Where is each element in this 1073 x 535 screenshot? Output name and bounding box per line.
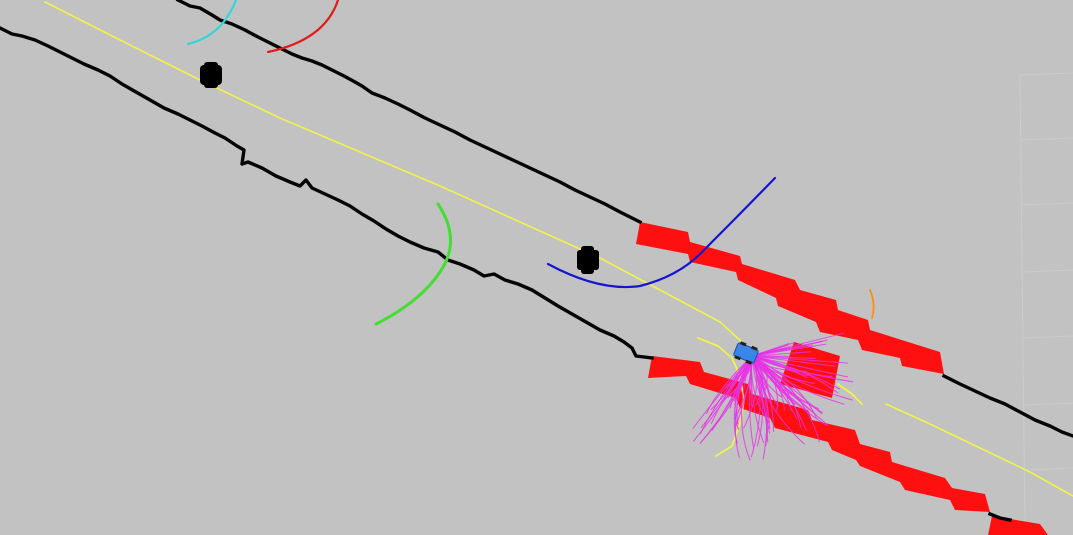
wall-lower: [0, 26, 654, 360]
candidate-trajectory: [751, 355, 836, 367]
wall-upper: [175, 0, 643, 225]
grid-line: [1024, 467, 1073, 471]
grid-line: [1021, 202, 1073, 206]
local-plan-right: [837, 383, 863, 405]
candidate-trajectory: [748, 355, 754, 448]
trajectory-cyan: [186, 0, 238, 46]
grid-line: [1023, 402, 1073, 406]
grid-line: [1019, 72, 1073, 76]
inflated-obstacles: [636, 222, 1048, 535]
candidate-trajectory: [751, 355, 764, 447]
grid-line: [1023, 335, 1073, 339]
global-plan-tail: [885, 403, 1073, 497]
candidate-trajectory: [751, 355, 816, 415]
global-plan: [44, 1, 1073, 497]
trajectory-orange: [869, 289, 875, 319]
dynamic-obstacle-icon: [577, 246, 599, 274]
trajectory-green: [374, 202, 452, 326]
wall-lower-east: [987, 511, 1013, 523]
candidate-trajectory: [751, 355, 849, 378]
floor-grid: [1019, 72, 1073, 535]
grid-line: [1022, 269, 1073, 273]
trajectory-blue: [546, 176, 777, 289]
trajectory-arcs: [186, 0, 875, 326]
inflated-obstacle-upper: [636, 222, 944, 374]
candidate-trajectory: [751, 355, 816, 359]
candidate-trajectory: [750, 355, 761, 458]
candidate-trajectory: [751, 343, 827, 357]
candidate-trajectory: [751, 355, 848, 364]
candidate-trajectory: [692, 355, 753, 429]
global-plan-line: [44, 1, 743, 343]
dynamic-obstacle-icon: [200, 62, 222, 88]
grid-line: [1020, 137, 1073, 141]
grid-line: [1019, 74, 1026, 535]
candidate-trajectory: [741, 355, 753, 461]
map-walls: [0, 0, 1073, 523]
trajectory-red: [266, 0, 340, 54]
candidate-trajectory: [751, 351, 812, 357]
candidate-trajectory: [751, 355, 818, 420]
dynamic-obstacles: [200, 62, 599, 274]
candidate-trajectory: [692, 355, 753, 442]
robot-base-icon[interactable]: [732, 341, 759, 366]
candidate-trajectory: [751, 355, 809, 377]
local-plan-left: [697, 337, 745, 457]
wall-upper-east: [941, 373, 1073, 438]
inflated-obstacle-corner: [988, 516, 1048, 535]
candidate-trajectory: [751, 355, 775, 433]
